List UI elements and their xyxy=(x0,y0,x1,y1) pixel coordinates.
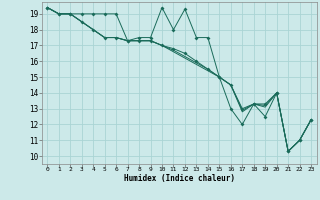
X-axis label: Humidex (Indice chaleur): Humidex (Indice chaleur) xyxy=(124,174,235,183)
